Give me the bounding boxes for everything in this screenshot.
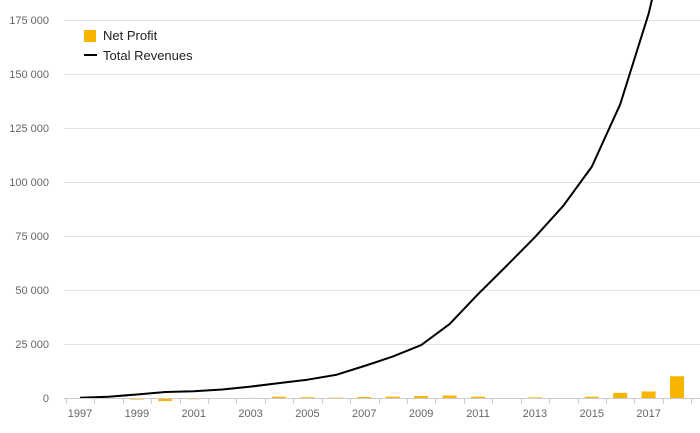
- net-profit-bar: [328, 397, 343, 399]
- net-profit-bar: [272, 396, 287, 398]
- x-tick-label: 1997: [68, 408, 92, 420]
- y-tick-label: 25 000: [15, 339, 49, 351]
- legend: Net Profit Total Revenues: [84, 28, 193, 63]
- x-tick-label: 2001: [181, 408, 205, 420]
- y-tick-label: 125 000: [9, 123, 49, 135]
- y-tick-label: 75 000: [15, 231, 49, 243]
- x-tick-label: 2011: [466, 408, 490, 420]
- y-tick-label: 175 000: [9, 15, 49, 27]
- net-profit-bar: [584, 396, 599, 398]
- net-profit-bar: [357, 396, 372, 398]
- net-profit-bar: [471, 396, 486, 398]
- gridlines: [64, 20, 700, 345]
- legend-label-net-profit: Net Profit: [103, 28, 158, 43]
- x-tick-label: 2017: [636, 408, 660, 420]
- net-profit-bar: [158, 398, 173, 402]
- x-tick-label: 2009: [409, 408, 433, 420]
- net-profit-bar: [385, 396, 400, 398]
- x-tick-label: 2013: [523, 408, 547, 420]
- net-profit-bar: [300, 397, 315, 398]
- x-tick-label: 2015: [579, 408, 603, 420]
- axes: 0 25 000 50 000 75 000 100 000 125 000 150 000…: [9, 15, 700, 420]
- total-revenues-line-layer: [79, 0, 653, 399]
- legend-label-total-revenues: Total Revenues: [103, 48, 193, 63]
- net-profit-bar: [613, 392, 628, 398]
- y-tick-label: 50 000: [15, 285, 49, 297]
- x-tick-label: 1999: [125, 408, 149, 420]
- y-tick-label: 100 000: [9, 177, 49, 189]
- net-profit-bar: [414, 396, 429, 398]
- legend-swatch-net-profit: [84, 30, 96, 42]
- net-profit-bar: [442, 395, 457, 398]
- y-tick-label: 0: [43, 393, 49, 405]
- net-profit-bar: [670, 376, 685, 398]
- net-profit-bar: [527, 397, 542, 399]
- x-tick-label: 2005: [295, 408, 319, 420]
- net-profit-bar: [641, 391, 656, 398]
- x-tick-label: 2003: [238, 408, 262, 420]
- net-profit-bars: [73, 376, 685, 402]
- total-revenues-line: [79, 0, 653, 399]
- x-tick-label: 2007: [352, 408, 376, 420]
- y-tick-label: 150 000: [9, 69, 49, 81]
